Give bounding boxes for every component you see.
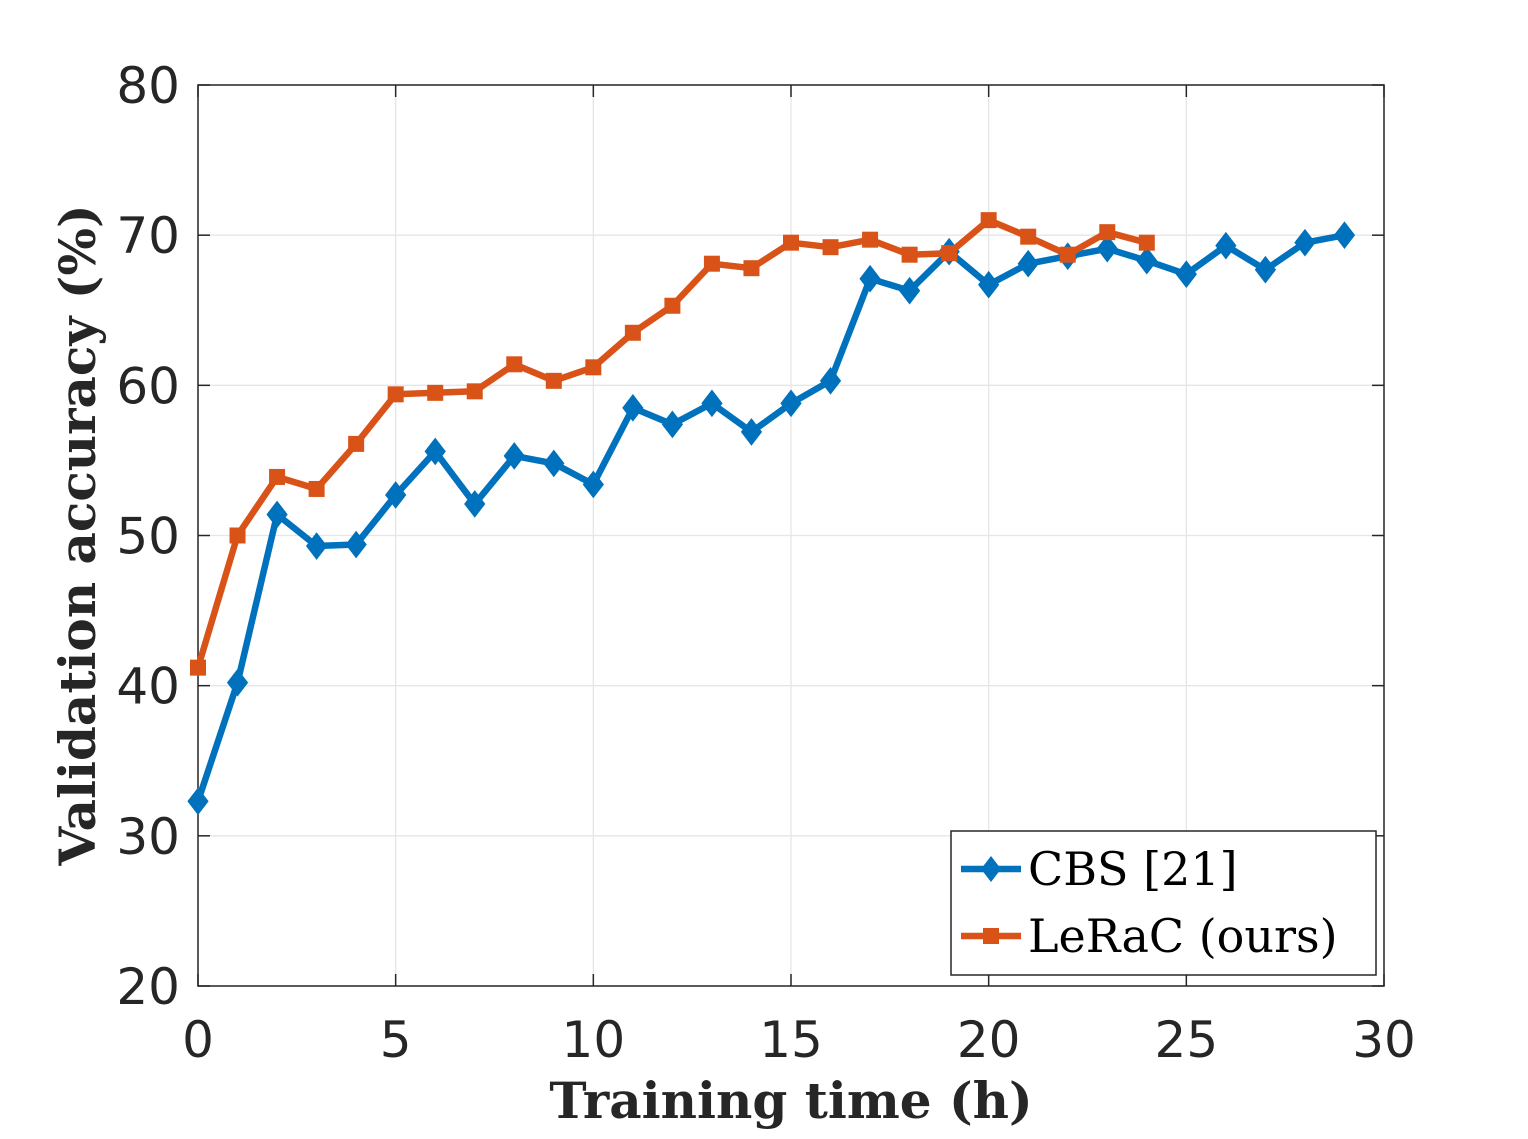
- x-tick-label: 30: [1352, 1011, 1416, 1069]
- data-point: [308, 480, 325, 497]
- data-point: [226, 668, 249, 697]
- y-tick-label: 20: [116, 958, 180, 1016]
- y-tick-label: 50: [116, 508, 180, 566]
- data-point: [187, 787, 209, 816]
- data-point: [385, 481, 407, 509]
- data-point: [585, 359, 602, 376]
- data-point: [898, 276, 921, 305]
- data-point: [266, 500, 288, 529]
- data-point: [466, 383, 483, 400]
- data-point: [740, 418, 763, 446]
- data-point: [387, 386, 404, 403]
- y-tick-label: 70: [116, 207, 180, 265]
- data-point: [348, 435, 365, 452]
- legend-marker-lerac: [983, 928, 999, 944]
- data-point: [1059, 246, 1076, 263]
- y-tick-label: 80: [116, 57, 180, 115]
- data-point: [901, 246, 918, 263]
- data-point: [1175, 260, 1197, 289]
- data-point: [661, 410, 684, 439]
- y-tick-label: 60: [116, 357, 180, 415]
- data-point: [1254, 255, 1277, 284]
- data-point: [624, 324, 641, 341]
- data-point: [1096, 234, 1118, 263]
- y-tick-label: 40: [116, 658, 180, 716]
- legend-label-cbs: CBS [21]: [1028, 842, 1238, 896]
- x-tick-label: 10: [562, 1011, 626, 1069]
- data-point: [190, 659, 206, 676]
- data-point: [1099, 224, 1116, 241]
- data-point: [743, 260, 760, 277]
- data-point: [703, 255, 720, 272]
- data-point: [305, 532, 328, 560]
- data-point: [978, 270, 1000, 299]
- series: [187, 212, 1356, 816]
- x-tick-label: 5: [380, 1011, 412, 1069]
- data-point: [1136, 246, 1158, 275]
- legend-marker-cbs: [981, 856, 1001, 882]
- data-point: [664, 297, 681, 314]
- x-tick-label: 20: [957, 1011, 1021, 1069]
- x-tick-label: 0: [182, 1011, 214, 1069]
- data-point: [424, 437, 446, 466]
- data-point: [862, 231, 879, 248]
- data-point: [859, 264, 881, 293]
- y-axis-title: Validation accuracy (%): [48, 204, 107, 866]
- tick-labels: 0 5 10 15 20 25 30 20 30 40 50 60 70 80: [116, 57, 1415, 1069]
- data-point: [464, 490, 486, 518]
- data-point: [545, 372, 562, 389]
- series-lerac: [190, 212, 1155, 676]
- data-point: [822, 239, 839, 256]
- x-tick-label: 15: [759, 1011, 823, 1069]
- x-tick-label: 25: [1155, 1011, 1219, 1069]
- data-point: [543, 449, 565, 478]
- data-point: [980, 212, 997, 229]
- legend-label-lerac: LeRaC (ours): [1028, 909, 1338, 963]
- data-point: [1294, 228, 1316, 257]
- data-point: [427, 384, 444, 401]
- y-tick-label: 30: [116, 808, 180, 866]
- data-point: [345, 530, 367, 559]
- data-point: [503, 442, 525, 470]
- data-point: [1215, 231, 1237, 260]
- data-point: [229, 527, 246, 544]
- data-point: [1020, 228, 1037, 245]
- data-point: [819, 367, 842, 395]
- data-point: [269, 468, 286, 485]
- x-axis-title: Training time (h): [549, 1071, 1032, 1130]
- legend: CBS [21] LeRaC (ours): [950, 830, 1377, 976]
- data-point: [1333, 221, 1356, 249]
- data-point: [780, 389, 802, 418]
- data-point: [506, 356, 523, 373]
- data-point: [1138, 234, 1155, 251]
- data-point: [701, 389, 723, 418]
- data-point: [1017, 249, 1039, 278]
- data-point: [622, 394, 644, 422]
- data-point: [582, 470, 604, 499]
- data-point: [783, 234, 799, 251]
- legend-box: [950, 830, 1377, 976]
- data-point: [941, 245, 958, 262]
- axes-box: [197, 84, 1385, 987]
